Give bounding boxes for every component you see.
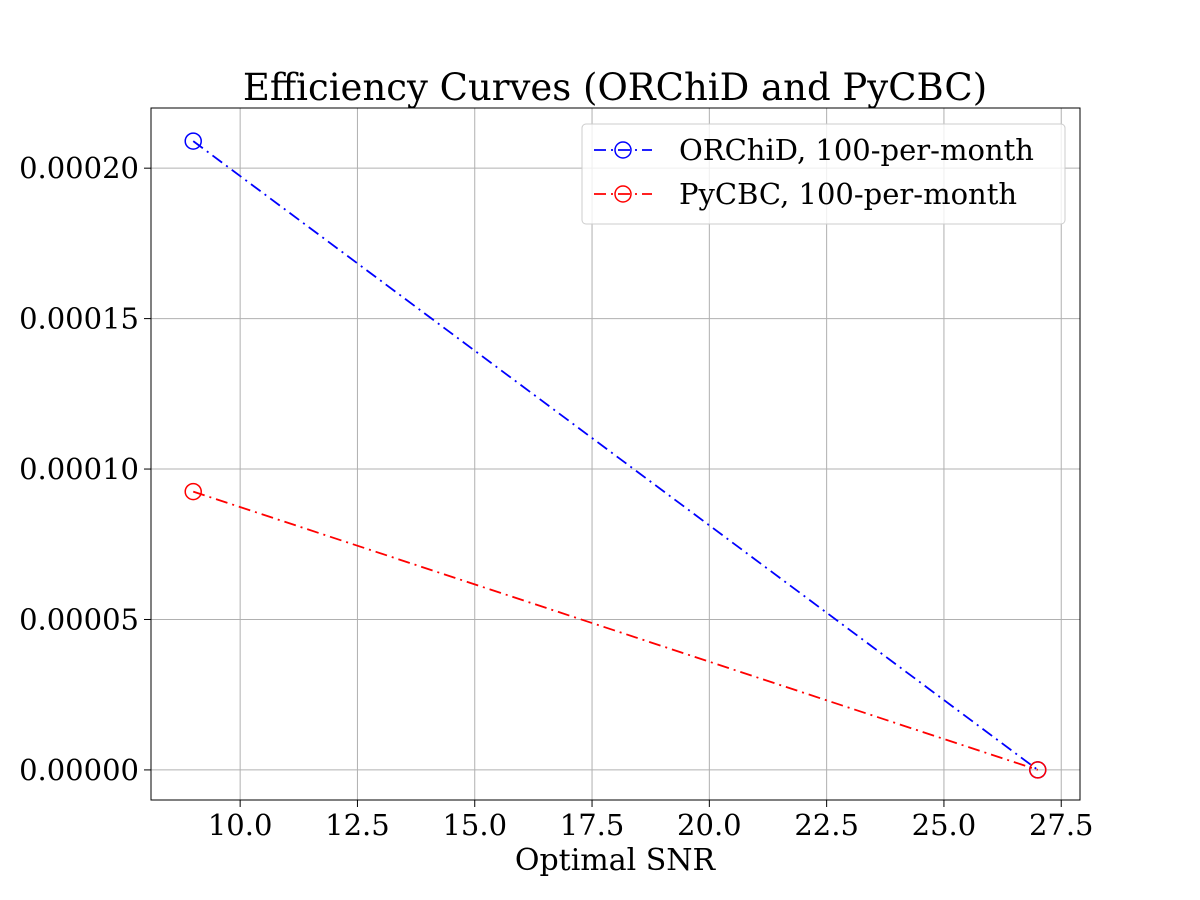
chart-title: Efficiency Curves (ORChiD and PyCBC) <box>243 66 987 109</box>
x-tick-label: 15.0 <box>442 808 507 842</box>
series-line-1 <box>192 490 1039 771</box>
x-tick-label: 10.0 <box>208 808 273 842</box>
x-tick-label: 20.0 <box>677 808 742 842</box>
y-tick-label: 0.00020 <box>19 151 139 185</box>
legend-label-0: ORChiD, 100-per-month <box>679 133 1034 167</box>
y-tick-label: 0.00005 <box>19 602 139 636</box>
series-0-point <box>184 132 202 150</box>
series-line-0 <box>192 140 1039 771</box>
y-tick-label: 0.00010 <box>19 452 139 486</box>
x-tick-label: 12.5 <box>325 808 390 842</box>
x-tick-label: 27.5 <box>1029 808 1094 842</box>
x-tick-label: 22.5 <box>794 808 859 842</box>
plot-area-frame <box>150 107 1081 801</box>
x-axis-label: Optimal SNR <box>515 843 717 878</box>
legend-frame <box>581 123 1066 225</box>
legend: ORChiD, 100-per-month PyCBC, 100-per-mont… <box>581 123 1066 225</box>
series-1-point <box>1029 761 1047 779</box>
legend-marker-1 <box>614 185 632 203</box>
series-1-point <box>184 482 202 501</box>
legend-label-1: PyCBC, 100-per-month <box>679 177 1017 211</box>
legend-marker-0 <box>614 141 632 159</box>
x-tick-label: 17.5 <box>560 808 625 842</box>
y-tick-label: 0.00000 <box>19 753 139 787</box>
ticks: 10.0 12.5 15.0 17.5 20.0 22.5 25.0 27.5 0.00000 0… <box>19 151 1093 842</box>
series-layer <box>184 132 1047 779</box>
y-tick-label: 0.00015 <box>19 302 139 336</box>
x-tick-label: 25.0 <box>912 808 977 842</box>
